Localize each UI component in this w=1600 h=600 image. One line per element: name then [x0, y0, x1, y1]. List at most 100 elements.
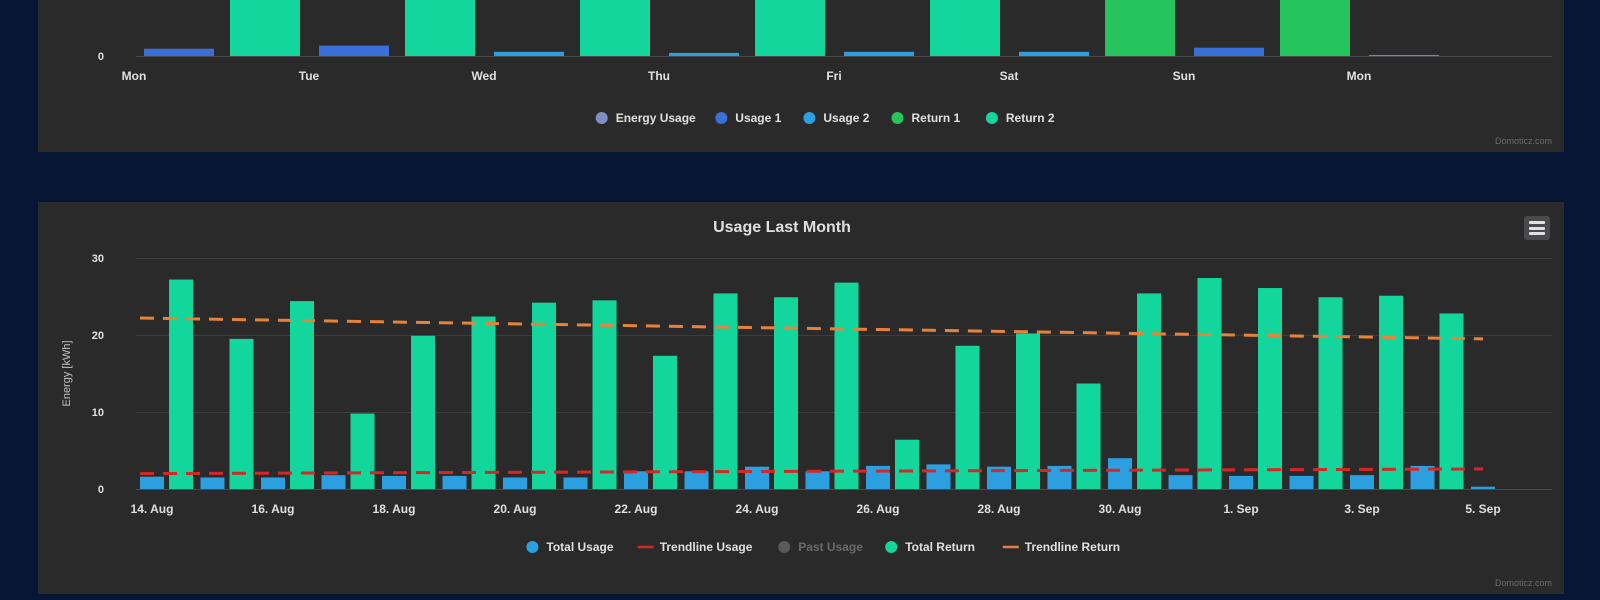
- x-tick-label: Sat: [1000, 69, 1019, 83]
- legend-item-return-2[interactable]: Return 2: [985, 111, 1055, 125]
- bar-total-usage: [684, 471, 709, 489]
- chart-menu-button[interactable]: [1524, 216, 1550, 240]
- legend-dot-icon: [891, 112, 904, 124]
- y-tick-label: 0: [98, 484, 104, 496]
- x-tick-label: Wed: [471, 69, 496, 83]
- bar-total-return: [592, 300, 617, 489]
- bar-total-return: [653, 355, 677, 489]
- bar-total-usage: [1410, 465, 1435, 489]
- x-tick-label: 16. Aug: [252, 502, 295, 516]
- bar-return: [405, 0, 475, 56]
- bar-total-return: [955, 345, 980, 489]
- chart-credits[interactable]: Domoticz.com: [1494, 136, 1552, 146]
- bar-total-return: [895, 439, 919, 489]
- x-tick-label: Mon: [122, 69, 147, 83]
- legend-label: Energy Usage: [616, 111, 696, 125]
- bar-total-return: [1197, 278, 1222, 489]
- bar-return: [580, 0, 650, 56]
- menu-icon-bar: [1529, 226, 1545, 230]
- bar-total-usage: [442, 475, 467, 489]
- legend-label: Trendline Usage: [660, 540, 753, 554]
- bar-total-usage: [1289, 475, 1314, 489]
- bar-total-return: [1137, 293, 1161, 489]
- menu-icon-bar: [1529, 232, 1545, 235]
- bar-usage: [1019, 51, 1089, 56]
- legend-item-return-1[interactable]: Return 1: [891, 111, 961, 125]
- bar-usage: [319, 45, 389, 56]
- bar-return: [230, 0, 300, 56]
- bar-total-return: [713, 293, 738, 489]
- legend-dot-icon: [885, 541, 898, 553]
- bar-return: [755, 0, 825, 56]
- monthly-usage-chart-panel: Usage Last Month 0 10 20 30 Energy [kWh] 14. A…: [38, 202, 1564, 594]
- legend-label: Past Usage: [798, 540, 863, 554]
- bar-usage: [494, 51, 564, 56]
- bar-total-usage: [1168, 475, 1193, 489]
- bar-total-usage: [987, 466, 1011, 489]
- legend-item-energy-usage[interactable]: Energy Usage: [595, 111, 696, 125]
- bar-total-return: [411, 335, 435, 489]
- y-tick-label: 0: [98, 51, 104, 63]
- legend-label: Usage 2: [823, 111, 869, 125]
- x-tick-label: 18. Aug: [373, 502, 416, 516]
- bar-total-usage: [1108, 458, 1132, 489]
- x-tick-label: 5. Sep: [1465, 502, 1500, 516]
- legend-dot-icon: [803, 112, 816, 124]
- bar-usage: [844, 51, 914, 56]
- bar-total-return: [1076, 383, 1101, 489]
- bar-total-usage: [926, 464, 951, 489]
- x-tick-label: 1. Sep: [1223, 502, 1258, 516]
- bar-total-return: [290, 301, 314, 489]
- bar-total-usage: [1471, 486, 1495, 489]
- x-tick-label: Thu: [648, 69, 670, 83]
- y-tick-label: 20: [92, 330, 104, 342]
- legend-item-trendline-usage[interactable]: Trendline Usage: [637, 540, 753, 554]
- bar-total-usage: [382, 475, 406, 489]
- chart-title: Usage Last Month: [713, 219, 851, 236]
- bar-usage: [669, 52, 739, 56]
- bar-total-return: [1379, 295, 1403, 489]
- weekly-usage-chart: 075MonTueWedThuFriSatSunMonEnergy UsageU…: [98, 0, 1552, 125]
- menu-icon: [1529, 221, 1545, 224]
- legend-item-total-usage[interactable]: Total Usage: [526, 540, 614, 554]
- bar-total-usage: [624, 471, 648, 489]
- bar-total-usage: [1350, 475, 1374, 489]
- legend-label: Return 2: [1006, 111, 1055, 125]
- legend-label: Trendline Return: [1025, 540, 1120, 554]
- x-tick-label: 14. Aug: [131, 502, 174, 516]
- legend-dot-icon: [526, 541, 539, 553]
- x-tick-label: 22. Aug: [615, 502, 658, 516]
- bar-total-return: [1318, 297, 1343, 489]
- bar-total-return: [229, 338, 254, 489]
- bar-return: [1105, 0, 1175, 56]
- legend-item-past-usage[interactable]: Past Usage: [778, 540, 863, 554]
- trendline-usage: [139, 467, 1484, 476]
- bar-usage: [1194, 47, 1264, 56]
- legend-label: Total Usage: [546, 540, 613, 554]
- bar-total-usage: [200, 477, 225, 489]
- bar-total-usage: [1229, 475, 1253, 489]
- x-tick-label: 26. Aug: [857, 502, 900, 516]
- legend-item-total-return[interactable]: Total Return: [885, 540, 975, 554]
- bar-total-usage: [866, 465, 890, 489]
- y-axis-label: Energy [kWh]: [61, 340, 73, 406]
- x-tick-label: Sun: [1173, 69, 1196, 83]
- bar-total-usage: [805, 471, 830, 489]
- bar-return: [930, 0, 1000, 56]
- y-tick-label: 30: [92, 253, 104, 265]
- bar-usage: [1369, 54, 1439, 56]
- legend-item-trendline-return[interactable]: Trendline Return: [1002, 540, 1120, 554]
- chart-credits[interactable]: Domoticz.com: [1494, 578, 1552, 588]
- monthly-usage-chart: Usage Last Month 0 10 20 30 Energy [kWh] 14. A…: [61, 219, 1552, 554]
- bar-total-return: [1016, 333, 1040, 489]
- trendline-return: [139, 316, 1484, 341]
- legend-item-usage-1[interactable]: Usage 1: [715, 111, 782, 125]
- bar-total-usage: [140, 476, 164, 489]
- x-tick-label: 30. Aug: [1099, 502, 1142, 516]
- bar-total-usage: [261, 477, 285, 489]
- legend-item-usage-2[interactable]: Usage 2: [803, 111, 870, 125]
- legend-dot-icon: [595, 112, 608, 124]
- weekly-usage-chart-panel: 075MonTueWedThuFriSatSunMonEnergy UsageU…: [38, 0, 1564, 152]
- legend-label: Return 1: [912, 111, 961, 125]
- x-tick-label: 28. Aug: [978, 502, 1021, 516]
